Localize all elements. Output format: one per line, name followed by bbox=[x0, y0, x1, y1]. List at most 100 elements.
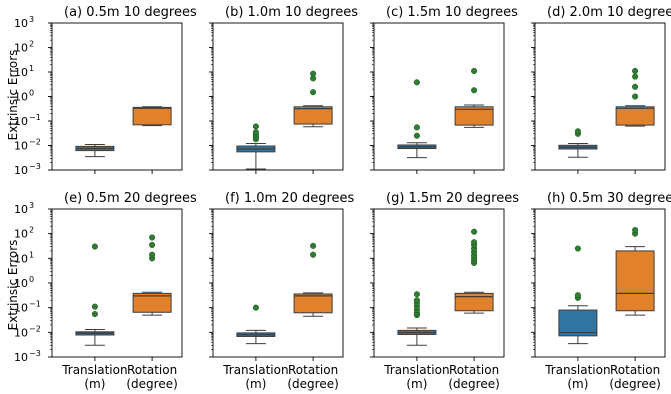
y-tick-exponent: 1 bbox=[29, 250, 34, 259]
outlier-point bbox=[471, 239, 478, 246]
y-tick-exponent: 0 bbox=[29, 89, 34, 98]
panel-b: (b) 1.0m 10 degrees bbox=[209, 5, 358, 174]
outlier-point bbox=[413, 79, 420, 86]
panel-title: (e) 0.5m 20 degrees bbox=[64, 191, 197, 206]
outlier-point bbox=[252, 123, 259, 130]
x-category-label: Translation bbox=[544, 363, 610, 377]
x-category-label: Translation bbox=[61, 363, 127, 377]
x-category-label: (degree) bbox=[609, 377, 660, 391]
y-tick-label: 10 bbox=[14, 277, 28, 290]
y-tick-exponent: −3 bbox=[29, 162, 41, 171]
axes-frame bbox=[212, 22, 344, 171]
y-axis-label-bottom: Extrinsic Errors bbox=[6, 240, 20, 331]
y-tick-exponent: −2 bbox=[29, 324, 41, 333]
y-tick-exponent: −1 bbox=[29, 300, 41, 309]
axes-frame bbox=[373, 208, 505, 358]
y-tick-label: 10 bbox=[14, 203, 28, 216]
y-axis-label-top: Extrinsic Errors bbox=[6, 50, 20, 141]
panel-title: (c) 1.5m 10 degrees bbox=[386, 5, 518, 20]
y-tick-exponent: 3 bbox=[29, 15, 34, 24]
y-tick-exponent: 2 bbox=[29, 226, 34, 235]
axes-frame bbox=[212, 208, 344, 358]
x-category-label: (degree) bbox=[126, 377, 177, 391]
x-category-label: Translation bbox=[383, 363, 449, 377]
y-tick-exponent: −2 bbox=[29, 138, 41, 147]
y-tick-exponent: 3 bbox=[29, 201, 34, 210]
panel-title: (g) 1.5m 20 degrees bbox=[386, 191, 519, 206]
y-tick-label: 10 bbox=[14, 164, 28, 177]
outlier-point bbox=[91, 303, 98, 310]
outlier-point bbox=[574, 292, 581, 299]
panel-title: (b) 1.0m 10 degrees bbox=[225, 5, 358, 20]
y-tick-label: 10 bbox=[14, 66, 28, 79]
panel-d: (d) 2.0m 10 degrees bbox=[531, 5, 671, 174]
x-category-label: Rotation bbox=[610, 363, 660, 377]
x-category-label: Translation bbox=[222, 363, 288, 377]
outlier-point bbox=[91, 311, 98, 318]
axes-frame bbox=[373, 22, 505, 171]
outlier-point bbox=[574, 128, 581, 135]
outlier-point bbox=[413, 291, 420, 298]
y-tick-label: 10 bbox=[14, 302, 28, 315]
outlier-point bbox=[413, 124, 420, 131]
y-tick-label: 10 bbox=[14, 17, 28, 30]
outlier-point bbox=[310, 70, 317, 77]
outlier-point bbox=[471, 87, 478, 94]
rotation-box bbox=[293, 293, 333, 314]
y-tick-exponent: −3 bbox=[29, 349, 41, 358]
x-category-label: Rotation bbox=[288, 363, 338, 377]
panel-f: (f) 1.0m 20 degrees Translation(m) Rotatio… bbox=[209, 191, 355, 391]
x-category-label: (m) bbox=[245, 377, 266, 391]
translation-box bbox=[558, 309, 598, 337]
outlier-point bbox=[149, 241, 156, 248]
outlier-point bbox=[471, 228, 478, 235]
outlier-point bbox=[310, 251, 317, 258]
outlier-point bbox=[252, 129, 259, 136]
outlier-point bbox=[632, 93, 639, 100]
y-tick-exponent: 2 bbox=[29, 40, 34, 49]
panel-title: (f) 1.0m 20 degrees bbox=[225, 191, 355, 206]
axes-frame bbox=[51, 208, 183, 358]
y-tick-exponent: 0 bbox=[29, 275, 34, 284]
y-tick-label: 10 bbox=[14, 115, 28, 128]
y-tick-label: 10 bbox=[14, 140, 28, 153]
y-tick-label: 10 bbox=[14, 42, 28, 55]
rotation-box bbox=[132, 106, 172, 126]
y-tick-label: 10 bbox=[14, 91, 28, 104]
x-category-label: Rotation bbox=[449, 363, 499, 377]
outlier-point bbox=[632, 67, 639, 75]
y-tick-label: 10 bbox=[14, 326, 28, 339]
rotation-box bbox=[615, 250, 655, 312]
outlier-point bbox=[632, 83, 639, 90]
outlier-point bbox=[632, 227, 639, 234]
outlier-point bbox=[574, 245, 581, 252]
panel-g: (g) 1.5m 20 degrees Translation(m) Rotatio… bbox=[370, 191, 519, 391]
outlier-point bbox=[413, 132, 420, 139]
outlier-point bbox=[310, 242, 317, 249]
rotation-box bbox=[293, 106, 333, 125]
y-tick-label: 10 bbox=[14, 351, 28, 364]
panel-title: (a) 0.5m 10 degrees bbox=[64, 5, 197, 20]
panel-c: (c) 1.5m 10 degrees bbox=[370, 5, 518, 174]
outlier-point bbox=[413, 297, 420, 304]
rotation-box bbox=[615, 106, 655, 126]
outlier-point bbox=[149, 234, 156, 241]
x-category-label: (m) bbox=[84, 377, 105, 391]
x-category-label: (m) bbox=[567, 377, 588, 391]
axes-frame bbox=[51, 22, 183, 171]
y-tick-label: 10 bbox=[14, 228, 28, 241]
outlier-point bbox=[91, 243, 98, 250]
y-tick-exponent: −1 bbox=[29, 113, 41, 122]
x-category-label: Rotation bbox=[127, 363, 177, 377]
x-category-label: (degree) bbox=[448, 377, 499, 391]
outlier-point bbox=[471, 67, 478, 75]
x-category-label: (m) bbox=[406, 377, 427, 391]
outlier-point bbox=[149, 251, 156, 258]
outlier-point bbox=[632, 73, 639, 80]
rotation-box bbox=[454, 292, 494, 312]
outlier-point bbox=[252, 304, 259, 311]
x-category-label: (degree) bbox=[287, 377, 338, 391]
